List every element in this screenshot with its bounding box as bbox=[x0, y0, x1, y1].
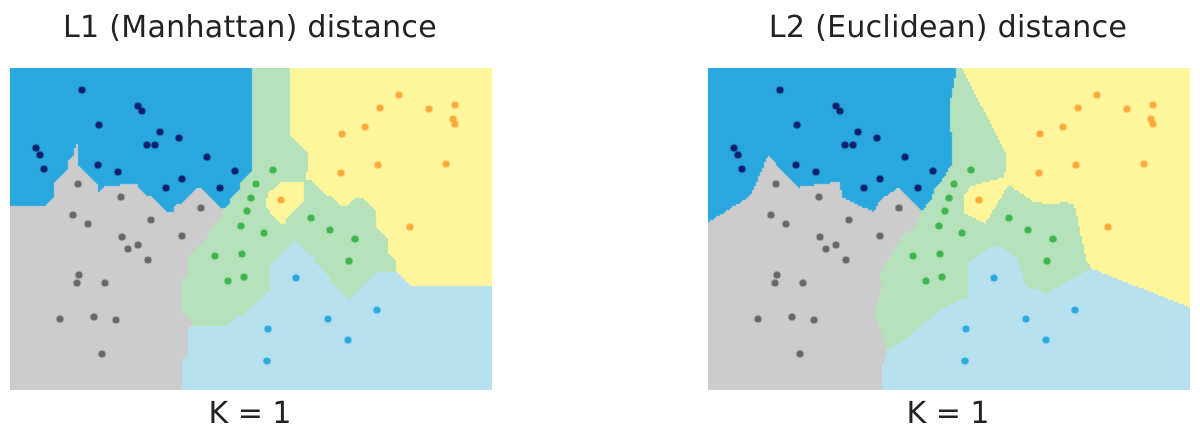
l1-k-label: K = 1 bbox=[208, 396, 292, 431]
l2-title: L2 (Euclidean) distance bbox=[768, 10, 1128, 45]
l2-panel: L2 (Euclidean) distance K = 1 bbox=[706, 0, 1196, 440]
l1-title: L1 (Manhattan) distance bbox=[63, 10, 437, 45]
l1-panel: L1 (Manhattan) distance K = 1 bbox=[8, 0, 498, 440]
l2-decision-boundary-plot bbox=[708, 68, 1190, 390]
l1-decision-boundary-plot bbox=[10, 68, 492, 390]
l2-k-label: K = 1 bbox=[906, 396, 990, 431]
